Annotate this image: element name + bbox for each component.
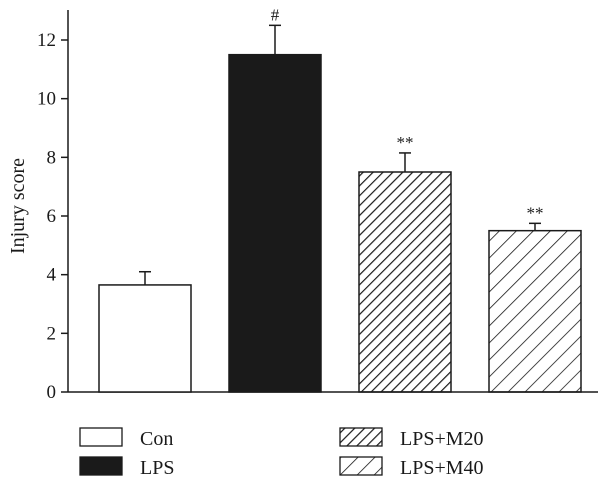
legend: Con LPS LPS+M20 LPS+M40 — [79, 427, 484, 479]
y-tick-label: 0 — [47, 382, 57, 403]
y-tick-label: 12 — [37, 30, 56, 51]
y-tick-label: 6 — [47, 206, 57, 227]
bar-layer: # ** ** — [98, 5, 582, 393]
y-tick-label: 4 — [47, 265, 57, 286]
bar-lps-m40 — [488, 229, 582, 393]
y-tick-label: 2 — [47, 323, 57, 344]
bar-lps — [228, 53, 322, 393]
y-tick-label: 8 — [47, 147, 57, 168]
bar-lps-m20 — [358, 171, 452, 393]
significance-label: ** — [397, 133, 414, 152]
legend-label: Con — [140, 428, 173, 450]
legend-swatch — [79, 456, 123, 476]
y-axis-title: Injury score — [7, 158, 29, 254]
bar-con — [98, 284, 192, 393]
legend-label: LPS+M40 — [400, 457, 484, 479]
y-tick-label: 10 — [37, 89, 56, 110]
significance-label: # — [271, 5, 280, 24]
legend-swatch — [339, 456, 383, 476]
legend-label: LPS+M20 — [400, 428, 484, 450]
legend-swatch — [79, 427, 123, 447]
legend-label: LPS — [140, 457, 174, 479]
legend-swatch — [339, 427, 383, 447]
significance-label: ** — [527, 203, 544, 222]
